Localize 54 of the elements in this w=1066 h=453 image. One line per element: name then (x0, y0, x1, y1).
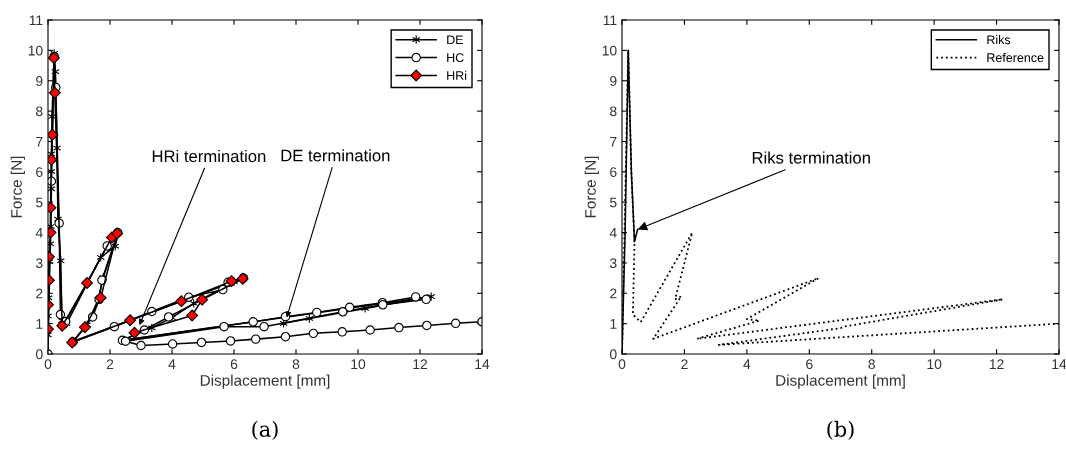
x-tick-label: 4 (743, 359, 751, 369)
annotation: HRi termination (152, 149, 266, 163)
y-tick-label: 2 (36, 288, 43, 299)
x-axis-title: Displacement [mm] (776, 374, 905, 389)
y-tick-label: 10 (28, 45, 43, 56)
y-tick-label: 6 (610, 167, 617, 177)
y-tick-label: 9 (36, 76, 43, 86)
y-tick-label: 3 (609, 258, 617, 269)
x-tick-label: 2 (681, 359, 688, 369)
x-tick-label: 12 (413, 359, 428, 369)
text: (b) (827, 420, 854, 440)
y-tick-label: 2 (610, 288, 617, 299)
y-tick-label: 11 (29, 15, 43, 26)
x-tick-label: 10 (351, 359, 366, 370)
x-tick-label: 14 (475, 359, 490, 369)
legend-label: HC (447, 53, 464, 63)
y-tick-label: 11 (603, 15, 617, 26)
text: (a) (252, 420, 278, 440)
x-tick-label: 6 (806, 359, 813, 370)
y-tick-label: 1 (36, 319, 43, 329)
y-tick-label: 0 (35, 349, 43, 360)
annotation: DE termination (281, 149, 390, 162)
y-axis-title: Force [N] (10, 156, 25, 218)
y-tick-label: 0 (609, 349, 617, 360)
annotation: Riks termination (752, 151, 870, 164)
legend-label: DE (447, 35, 463, 45)
x-tick-label: 4 (168, 359, 176, 369)
y-tick-label: 9 (610, 76, 617, 86)
x-tick-label: 0 (44, 359, 52, 370)
x-tick-label: 10 (927, 359, 942, 370)
y-tick-label: 8 (36, 106, 43, 117)
x-tick-label: 6 (230, 359, 238, 370)
y-tick-label: 3 (35, 258, 43, 269)
y-tick-label: 7 (36, 136, 43, 147)
x-axis-title: Displacement [mm] (200, 374, 330, 389)
legend-label: Reference (987, 52, 1044, 63)
y-tick-label: 4 (609, 228, 617, 238)
x-tick-label: 2 (106, 359, 114, 369)
y-tick-label: 10 (602, 45, 617, 56)
y-tick-label: 1 (610, 319, 617, 329)
y-tick-label: 7 (610, 136, 617, 147)
x-tick-label: 12 (989, 359, 1004, 369)
y-tick-label: 5 (35, 197, 43, 208)
y-tick-label: 6 (36, 167, 43, 177)
y-axis-title: Force [N] (584, 156, 599, 218)
x-tick-label: 8 (868, 359, 875, 370)
legend-label: HRi (447, 70, 467, 80)
x-tick-label: 8 (292, 359, 300, 370)
legend-label: Riks (987, 35, 1011, 45)
y-tick-label: 8 (610, 106, 617, 117)
x-tick-label: 14 (1052, 359, 1066, 369)
y-tick-label: 5 (609, 197, 617, 208)
x-tick-label: 0 (618, 359, 626, 370)
y-tick-label: 4 (35, 228, 43, 238)
